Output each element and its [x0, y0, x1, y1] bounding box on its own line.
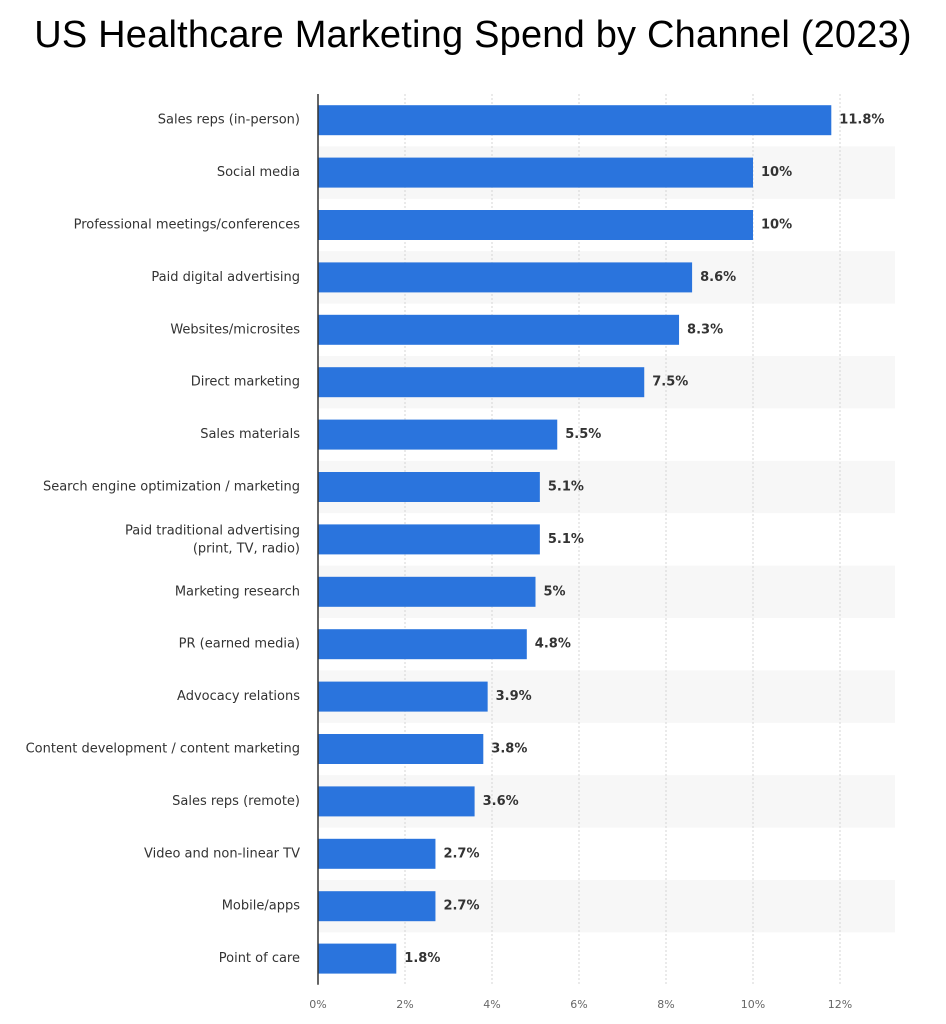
value-label: 10% [761, 218, 792, 233]
x-tick-label: 2% [396, 998, 413, 1011]
category-label: Sales reps (in-person) [158, 113, 300, 128]
value-label: 3.9% [496, 689, 532, 704]
bar [318, 629, 527, 660]
value-label: 11.8% [839, 113, 884, 128]
x-tick-label: 12% [828, 998, 852, 1011]
category-label: Advocacy relations [177, 689, 300, 704]
category-label: Paid traditional advertising (print, TV, … [125, 523, 300, 556]
category-label: Professional meetings/conferences [74, 218, 301, 233]
bar [318, 367, 645, 398]
bar [318, 838, 436, 869]
x-tick-label: 4% [483, 998, 500, 1011]
value-label: 8.6% [700, 270, 736, 285]
bar [318, 943, 397, 974]
category-label: Content development / content marketing [26, 742, 300, 757]
category-label: Direct marketing [191, 375, 300, 390]
category-label: Mobile/apps [222, 899, 300, 914]
category-label: Websites/microsites [170, 322, 300, 337]
value-label: 5.1% [548, 532, 584, 547]
category-label: Point of care [219, 951, 300, 966]
category-label: Paid digital advertising [151, 270, 300, 285]
chart-title: US Healthcare Marketing Spend by Channel… [34, 14, 912, 56]
value-label: 5% [544, 584, 566, 599]
value-label: 2.7% [443, 899, 479, 914]
value-label: 3.8% [491, 742, 527, 757]
value-label: 5.5% [565, 427, 601, 442]
x-tick-label: 10% [741, 998, 765, 1011]
value-label: 10% [761, 165, 792, 180]
bar [318, 472, 540, 502]
category-label: PR (earned media) [179, 637, 300, 652]
bar [318, 524, 540, 555]
bar [318, 786, 475, 817]
value-label: 7.5% [652, 375, 688, 390]
value-label: 3.6% [483, 794, 519, 809]
bar [318, 681, 488, 712]
bar [318, 105, 832, 136]
category-label: Social media [217, 165, 300, 180]
value-label: 2.7% [443, 846, 479, 861]
x-tick-label: 8% [657, 998, 674, 1011]
x-tick-label: 0% [309, 998, 326, 1011]
category-label: Marketing research [175, 584, 300, 599]
bar [318, 157, 753, 188]
bar [318, 262, 693, 293]
bar [318, 314, 680, 345]
bar [318, 891, 436, 922]
x-tick-label: 6% [570, 998, 587, 1011]
value-label: 1.8% [404, 951, 440, 966]
category-label: Video and non-linear TV [144, 846, 300, 861]
bar [318, 576, 536, 607]
value-label: 5.1% [548, 480, 584, 495]
value-label: 8.3% [687, 322, 723, 337]
bar [318, 734, 484, 764]
category-label: Search engine optimization / marketing [43, 480, 300, 495]
category-label: Sales materials [200, 427, 300, 442]
category-label: Sales reps (remote) [172, 794, 300, 809]
bar [318, 210, 753, 240]
bar [318, 419, 558, 450]
value-label: 4.8% [535, 637, 571, 652]
